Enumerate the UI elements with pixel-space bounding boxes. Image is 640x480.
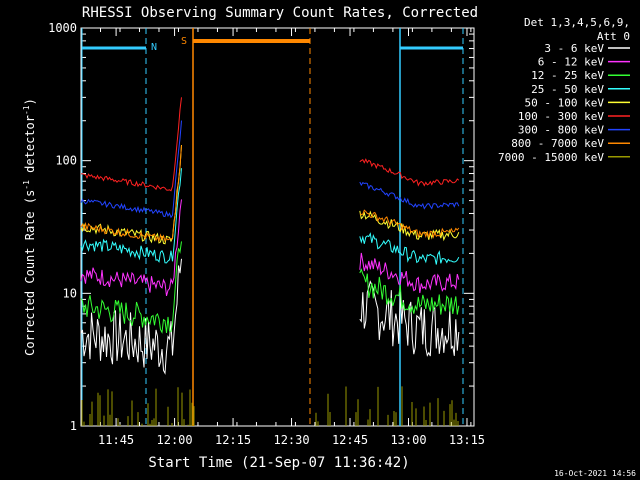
series-line xyxy=(80,241,182,334)
series-line xyxy=(80,144,182,245)
night-label: N xyxy=(151,42,157,53)
y-axis-label-end: ) xyxy=(23,98,37,105)
svg-text:Corrected Count Rate (s-1 dete: Corrected Count Rate (s-1 detector-1) xyxy=(22,98,37,356)
series-line xyxy=(81,386,459,426)
x-tick-label: 11:45 xyxy=(98,433,134,447)
y-tick-label: 10 xyxy=(63,286,77,300)
series-line xyxy=(80,258,182,375)
saa-label: S xyxy=(181,36,187,47)
y-axis-label: Corrected Count Rate (s-1 detector-1) xyxy=(22,98,37,356)
x-tick-label: 13:15 xyxy=(449,433,485,447)
legend-label: 7000 - 15000 keV xyxy=(498,151,604,164)
legend-label: 6 - 12 keV xyxy=(538,56,605,69)
series-line xyxy=(359,158,460,187)
legend-label: 3 - 6 keV xyxy=(544,42,604,55)
series-line xyxy=(359,181,460,210)
series-line xyxy=(80,120,182,219)
axes: 11:45 12:00 12:15 12:30 12:45 13:00 13:15 1 10 10… xyxy=(48,21,485,447)
y-tick-label: 1000 xyxy=(48,21,77,35)
y-axis-label-main: Corrected Count Rate (s xyxy=(23,190,37,356)
series-line xyxy=(80,97,182,192)
series-line xyxy=(359,209,460,239)
series-line xyxy=(359,232,460,265)
x-tick-label: 13:00 xyxy=(390,433,426,447)
series-line xyxy=(80,199,182,297)
legend-label: 50 - 100 keV xyxy=(525,96,605,109)
chart-title: RHESSI Observing Summary Count Rates, Co… xyxy=(82,5,478,21)
x-axis-label: Start Time (21-Sep-07 11:36:42) xyxy=(148,455,409,471)
y-axis-label-sup1: -1 xyxy=(22,180,31,190)
series-line xyxy=(80,145,182,243)
timestamp: 16-Oct-2021 14:56 xyxy=(554,469,636,478)
legend-header-line1: Det 1,3,4,5,6,9, xyxy=(524,16,630,29)
legend-label: 100 - 300 keV xyxy=(518,110,604,123)
legend-label: 800 - 7000 keV xyxy=(511,137,604,150)
x-tick-label: 12:30 xyxy=(273,433,309,447)
legend-label: 25 - 50 keV xyxy=(531,83,604,96)
series-line xyxy=(80,168,182,264)
x-tick-label: 12:00 xyxy=(157,433,193,447)
y-axis-label-mid: detector xyxy=(23,115,37,180)
legend-header-line2: Att 0 xyxy=(597,30,630,43)
y-axis-label-sup2: -1 xyxy=(22,105,31,115)
series-line xyxy=(359,268,460,315)
series-lines xyxy=(80,97,460,426)
x-tick-label: 12:15 xyxy=(215,433,251,447)
legend-label: 12 - 25 keV xyxy=(531,69,604,82)
y-tick-label: 100 xyxy=(55,154,77,168)
series-line xyxy=(359,210,460,242)
series-line xyxy=(359,252,460,294)
annotations: NS xyxy=(81,28,464,426)
y-tick-label: 1 xyxy=(70,419,77,433)
legend-label: 300 - 800 keV xyxy=(518,124,604,137)
x-tick-label: 12:45 xyxy=(332,433,368,447)
